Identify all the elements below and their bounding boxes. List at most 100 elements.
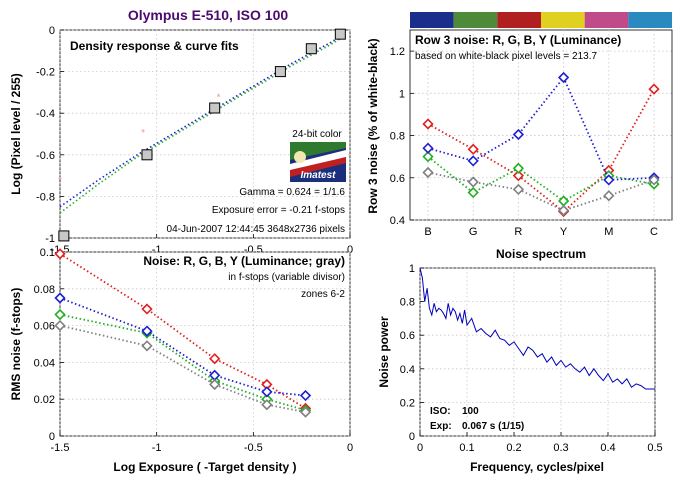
- row3-series-y-point: [422, 166, 434, 179]
- rms-ytick-label: 0.02: [34, 394, 55, 406]
- density-grid: [59, 29, 351, 239]
- row3-series-b-point: [603, 174, 615, 186]
- power-ylabel: Noise power: [377, 316, 391, 388]
- density-plot-area: [59, 29, 351, 239]
- rms-series-y-point: [54, 319, 66, 332]
- rms-series-y-line: [59, 324, 306, 413]
- iso-value: 100: [462, 406, 479, 417]
- power-ytick-label: 1: [409, 263, 415, 275]
- row3-ytick-label: 0.6: [390, 173, 405, 185]
- rms-series-g-point: [54, 308, 66, 321]
- density-chart: -1.5-1-0.50-1-0.8-0.6-0.4-0.20 *** Densi…: [9, 25, 353, 256]
- rms-series-y-point: [209, 378, 221, 391]
- figure-title: Olympus E-510, ISO 100: [128, 7, 289, 23]
- power-xtick-label: 0: [417, 442, 423, 454]
- power-marks: [419, 267, 655, 390]
- rms-note-divisor: in f-stops (variable divisor): [228, 272, 345, 283]
- rms-series-r-point: [209, 353, 221, 365]
- row3-ticks: B G R Y M C 0.4 0.6 0.8 1 1.2: [390, 46, 658, 238]
- rms-marks: [54, 248, 312, 418]
- density-xtick-label: -1: [152, 244, 162, 256]
- row3-marks: [422, 71, 660, 218]
- rms-note-zones: zones 6-2: [301, 289, 345, 300]
- row3-category-label: Y: [560, 226, 568, 238]
- rms-ytick-label: 0: [49, 431, 55, 443]
- power-xlabel: Frequency, cycles/pixel: [470, 460, 604, 474]
- density-patch-marker: [305, 43, 317, 55]
- row3-noise-chart: B G R Y M C 0.4 0.6 0.8 1 1.2 Row 3 noise: R, G, B…: [366, 12, 673, 261]
- row3-series-y-line: [427, 171, 655, 212]
- row3-series-b-point: [422, 142, 434, 154]
- row3-ytick-label: 1: [399, 88, 405, 100]
- rms-series-y-point: [299, 406, 312, 418]
- row3-series-y-point: [603, 190, 615, 202]
- rms-ytick-label: 0.08: [34, 284, 55, 296]
- density-ytick-label: 0: [49, 25, 55, 37]
- power-xtick-label: 0.1: [459, 442, 474, 454]
- logo-sun: [294, 151, 306, 163]
- rms-ytick-label: 0.04: [34, 357, 55, 369]
- density-ylabel: Log (Pixel level / 255): [9, 73, 23, 194]
- power-xtick-label: 0.3: [553, 442, 568, 454]
- row3-series-y-point: [648, 174, 660, 186]
- row3-category-label: G: [469, 226, 478, 238]
- color-swatch: [541, 12, 585, 28]
- row3-xlabel: Noise spectrum: [496, 247, 586, 261]
- row3-category-label: B: [424, 226, 431, 238]
- density-faint-point: *: [141, 128, 145, 139]
- color-swatches: [410, 12, 673, 28]
- rms-series-g-line: [59, 313, 306, 412]
- color-swatch: [453, 12, 498, 28]
- power-ytick-label: 0: [409, 431, 415, 443]
- row3-title: Row 3 noise: R, G, B, Y (Luminance): [415, 33, 621, 47]
- row3-series-y-point: [557, 204, 570, 217]
- density-marks: * * *: [58, 28, 346, 242]
- row3-category-label: R: [514, 226, 522, 238]
- power-xtick-label: 0.2: [506, 442, 521, 454]
- density-patch-marker: [274, 66, 286, 78]
- power-grid: [419, 267, 656, 437]
- row3-ytick-label: 0.8: [390, 131, 405, 143]
- rms-title: Noise: R, G, B, Y (Luminance; gray): [143, 254, 345, 268]
- rms-ylabel: RMS noise (f-stops): [9, 288, 23, 401]
- rms-xtick-label: -1: [152, 442, 162, 454]
- row3-series-g-point: [422, 151, 434, 163]
- noise-power-chart: 0 0.1 0.2 0.3 0.4 0.5 0 0.2 0.4 0.6 0.8 1 Noise pow…: [377, 263, 663, 474]
- row3-series-r-point: [467, 143, 479, 155]
- density-patch-marker: [334, 28, 346, 40]
- rms-series-y-point: [141, 340, 153, 352]
- row3-subtitle: based on white-black pixel levels = 213.…: [415, 51, 597, 62]
- rms-series-r-line: [59, 253, 306, 410]
- density-ytick-label: -0.6: [36, 150, 55, 162]
- rms-noise-chart: -1.5 -1 -0.5 0 0 0.02 0.04 0.06 0.08 0.1 Noise: R…: [9, 247, 353, 474]
- row3-series-g-point: [512, 162, 525, 174]
- color-swatch: [628, 12, 673, 28]
- date-text: 04-Jun-2007 12:44:45 3648x2736 pixels: [167, 224, 345, 235]
- color-swatch: [497, 12, 542, 28]
- rms-series-r-point: [54, 248, 66, 260]
- density-ytick-label: -1: [45, 233, 55, 245]
- density-title: Density response & curve fits: [70, 39, 239, 53]
- row3-series-r-point: [422, 118, 434, 130]
- iso-label: ISO:: [430, 406, 451, 417]
- logo-caption: 24-bit color: [292, 129, 342, 140]
- row3-ytick-label: 1.2: [390, 46, 405, 58]
- rms-xlabel: Log Exposure ( -Target density ): [113, 460, 296, 474]
- row3-series-r-point: [648, 83, 660, 95]
- color-swatch: [584, 12, 629, 28]
- power-ytick-label: 0.4: [400, 364, 415, 376]
- power-xtick-label: 0.5: [647, 442, 662, 454]
- row3-series-b-point: [512, 128, 525, 141]
- row3-series-r-line: [427, 88, 655, 213]
- rms-grid: [59, 251, 351, 437]
- row3-ylabel: Row 3 noise (% of white-black): [366, 38, 380, 213]
- rms-xtick-label: -1.5: [51, 442, 70, 454]
- row3-category-label: M: [604, 226, 613, 238]
- rms-series-b-point: [54, 292, 66, 304]
- density-ytick-label: -0.4: [36, 108, 55, 120]
- row3-series-b-point: [467, 155, 479, 167]
- rms-xtick-label: -0.5: [244, 442, 263, 454]
- density-patch-marker: [209, 102, 221, 114]
- noise-power-line: [419, 267, 655, 390]
